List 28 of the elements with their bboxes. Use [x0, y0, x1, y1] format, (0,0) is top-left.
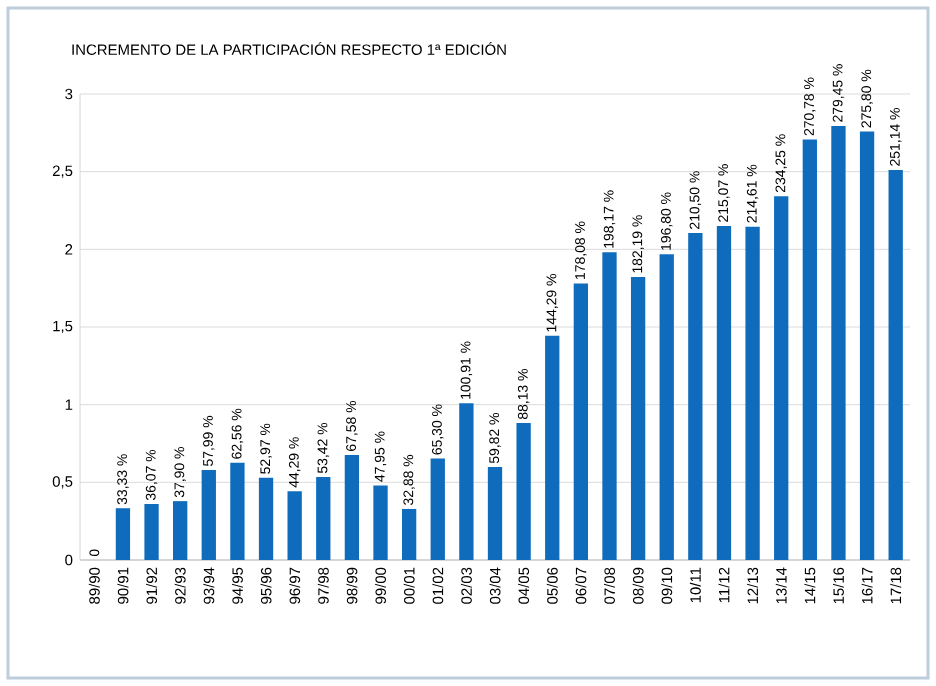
- bar: [602, 252, 617, 560]
- bar: [344, 455, 360, 560]
- bar: [173, 501, 188, 560]
- bar: [545, 335, 560, 560]
- bar: [459, 403, 474, 560]
- bar: [287, 491, 302, 560]
- bar: [659, 254, 674, 560]
- bar: [373, 485, 388, 560]
- bar: [630, 277, 646, 560]
- bar: [774, 196, 789, 560]
- bar: [688, 233, 703, 560]
- bar: [316, 477, 331, 560]
- bar: [430, 458, 445, 560]
- bar: [144, 503, 159, 560]
- bar: [258, 477, 274, 560]
- bar: [716, 225, 732, 560]
- bar: [201, 469, 216, 560]
- bar: [401, 508, 417, 560]
- bar: [888, 169, 903, 560]
- bar: [516, 423, 531, 560]
- bar: [859, 131, 875, 560]
- bar: [831, 125, 846, 560]
- bar: [573, 283, 589, 560]
- bar: [230, 462, 245, 560]
- bar: [745, 226, 760, 560]
- bar: [487, 467, 503, 560]
- bar: [802, 139, 817, 560]
- bar: [115, 508, 131, 560]
